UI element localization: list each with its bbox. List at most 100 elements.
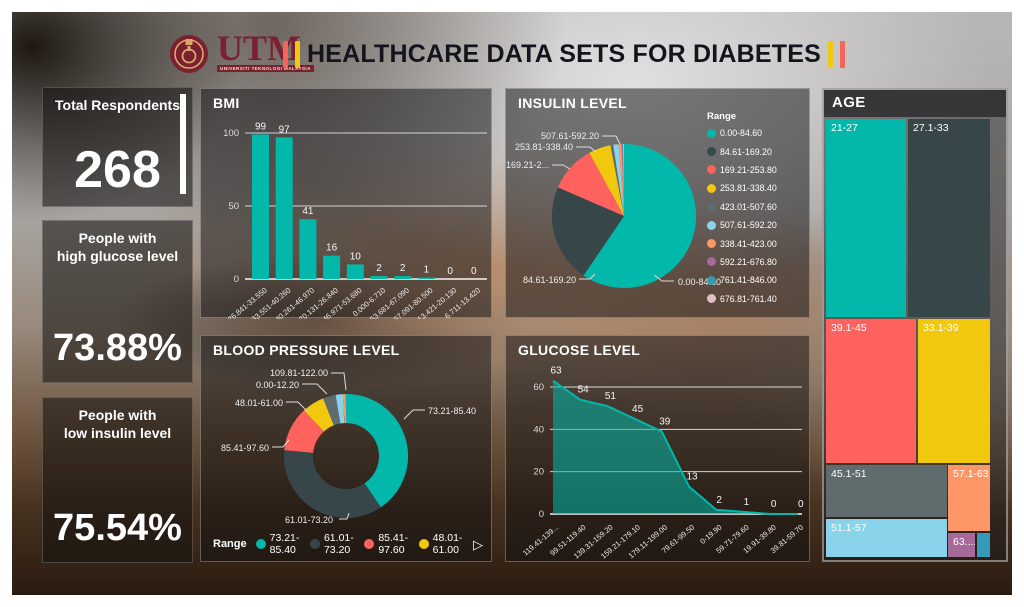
- insulin-legend-item[interactable]: 592.21-676.80: [707, 253, 803, 271]
- bmi-bar[interactable]: [323, 255, 341, 279]
- age-treemap-tile[interactable]: 57.1-63: [948, 465, 990, 531]
- age-treemap-tile[interactable]: [977, 533, 990, 557]
- legend-dot-icon: [707, 294, 716, 304]
- age-treemap-panel[interactable]: AGE 21-27 27.1-33 39.1-45 33.1-39 45.1-51 57.…: [822, 88, 1008, 562]
- legend-dot-icon: [364, 539, 375, 549]
- age-treemap-tile[interactable]: 51.1-57: [826, 519, 947, 557]
- bmi-chart-panel[interactable]: BMI 0 50 100 99 26.841-33.550 97 33.551-40.260…: [200, 88, 493, 319]
- insulin-legend-item[interactable]: 676.81-761.40: [707, 290, 803, 308]
- age-treemap-tile[interactable]: 45.1-51: [826, 465, 947, 517]
- insulin-legend-item[interactable]: 507.61-592.20: [707, 216, 803, 234]
- glucose-line[interactable]: [552, 379, 798, 515]
- bp-donut-slice[interactable]: [345, 394, 408, 508]
- insulin-legend-item[interactable]: 253.81-338.40: [707, 179, 803, 197]
- bp-donut-slice[interactable]: [323, 394, 341, 426]
- legend-label: 169.21-253.80: [720, 164, 777, 175]
- blood-pressure-legend: Range 73.21-85.40 61.01-73.20 85.41-97.60 4…: [213, 532, 483, 556]
- kpi-label: People with high glucose level: [56, 230, 179, 265]
- logo-subtext: UNIVERSITI TEKNOLOGI MALAYSIA: [217, 64, 314, 72]
- accent-bar-yellow: [295, 40, 300, 68]
- insulin-pie-slice[interactable]: [551, 187, 624, 276]
- insulin-legend-item[interactable]: 169.21-253.80: [707, 161, 803, 179]
- age-treemap-tile[interactable]: 63....: [948, 533, 975, 557]
- legend-label: 73.21-85.40: [269, 532, 300, 556]
- bmi-bar-chart[interactable]: 0501009926.841-33.5509733.551-40.2604140…: [201, 89, 493, 319]
- glucose-area-chart[interactable]: 020406063119.41-139...5499.51-119.405113…: [506, 336, 811, 563]
- bmi-bar-value: 99: [255, 121, 267, 132]
- insulin-pie-slice[interactable]: [618, 144, 624, 216]
- insulin-chart-panel[interactable]: INSULIN LEVEL 507.61-592.20 253.81-338.40…: [505, 88, 810, 318]
- glucose-chart-panel[interactable]: GLUCOSE LEVEL 0 20 40 60 63 119.41-139... 54 99…: [505, 335, 810, 562]
- insulin-legend-item[interactable]: 84.61-169.20: [707, 142, 803, 160]
- kpi-low-insulin[interactable]: People with low insulin level 75.54%: [42, 397, 193, 563]
- callout-line: [403, 409, 425, 420]
- insulin-legend-title: Range: [707, 111, 737, 122]
- legend-scroll-arrow[interactable]: ▷: [473, 536, 483, 552]
- bp-callout-label: 48.01-61.00: [235, 398, 283, 408]
- kpi-label: People with low insulin level: [63, 407, 172, 442]
- bp-legend-item[interactable]: 48.01-61.00: [418, 532, 464, 556]
- insulin-pie-chart[interactable]: 507.61-592.20253.81-338.40169.21-2...84.…: [506, 89, 811, 319]
- kpi-scrollbar[interactable]: [180, 94, 186, 194]
- utm-emblem-icon: [170, 35, 208, 73]
- insulin-pie-slice[interactable]: [623, 143, 624, 216]
- bmi-bar[interactable]: [417, 277, 435, 279]
- insulin-legend-item[interactable]: 423.01-507.60: [707, 198, 803, 216]
- bmi-bar[interactable]: [252, 134, 269, 279]
- insulin-pie-slice[interactable]: [583, 143, 697, 288]
- glucose-point-value: 54: [578, 385, 590, 396]
- bp-donut-slice[interactable]: [284, 450, 381, 519]
- bp-legend-item[interactable]: 73.21-85.40: [255, 532, 301, 556]
- insulin-pie-slice[interactable]: [557, 152, 624, 216]
- glucose-point-value: 63: [550, 366, 562, 377]
- callout-line: [272, 439, 290, 448]
- insulin-pie-slice[interactable]: [589, 145, 624, 216]
- x-axis-label: 0-19.90: [698, 523, 723, 546]
- blood-pressure-chart-panel[interactable]: BLOOD PRESSURE LEVEL 109.81-122.00 0.00-1…: [200, 335, 492, 562]
- bp-donut-slice[interactable]: [335, 394, 345, 424]
- insulin-legend-item[interactable]: 338.41-423.00: [707, 234, 803, 252]
- accent-bar-red: [283, 40, 288, 68]
- bp-donut-slice[interactable]: [304, 398, 335, 433]
- age-treemap[interactable]: 21-27 27.1-33 39.1-45 33.1-39 45.1-51 57.1-63…: [826, 119, 990, 560]
- kpi-high-glucose[interactable]: People with high glucose level 73.88%: [42, 220, 193, 383]
- legend-dot-icon: [707, 183, 716, 193]
- bmi-bar[interactable]: [275, 137, 293, 279]
- blood-pressure-donut-chart[interactable]: 109.81-122.00 0.00-12.20 48.01-61.00 85.41-…: [201, 336, 493, 563]
- legend-label: 338.41-423.00: [720, 238, 777, 249]
- age-treemap-tile[interactable]: 27.1-33: [908, 119, 990, 317]
- glucose-area-fill[interactable]: [553, 380, 798, 514]
- insulin-legend-item[interactable]: 761.41-846.00: [707, 271, 803, 289]
- bmi-bar-value: 1: [424, 265, 430, 276]
- bmi-bar-value: 97: [279, 124, 291, 135]
- kpi-total-respondents[interactable]: Total Respondents 268: [42, 87, 193, 207]
- bp-legend-item[interactable]: 85.41-97.60: [364, 532, 409, 556]
- bp-callout-label: 85.41-97.60: [221, 443, 269, 453]
- age-treemap-title: AGE: [824, 90, 1006, 117]
- age-treemap-tile[interactable]: 33.1-39: [918, 319, 990, 463]
- age-treemap-tile[interactable]: 21-27: [826, 119, 906, 317]
- legend-dot-icon: [707, 275, 716, 285]
- bmi-bar[interactable]: [370, 276, 388, 279]
- insulin-legend: Range 0.00-84.60 84.61-169.20 169.21-253.8…: [707, 111, 803, 308]
- callout-line: [339, 512, 350, 520]
- glucose-point-value: 45: [632, 404, 644, 415]
- insulin-chart-title: INSULIN LEVEL: [518, 95, 627, 111]
- legend-label: 423.01-507.60: [720, 201, 777, 212]
- bp-legend-item[interactable]: 61.01-73.20: [309, 532, 355, 556]
- glucose-chart-title: GLUCOSE LEVEL: [518, 342, 641, 358]
- bmi-bar-value: 0: [447, 266, 453, 277]
- y-axis-label: 0: [539, 509, 544, 520]
- insulin-callout-label: 253.81-338.40: [515, 142, 573, 152]
- bmi-bar[interactable]: [394, 276, 412, 279]
- y-axis-label: 40: [533, 424, 544, 435]
- bmi-bar[interactable]: [299, 219, 317, 279]
- insulin-pie-slice[interactable]: [613, 144, 624, 216]
- insulin-legend-item[interactable]: 0.00-84.60: [707, 124, 803, 142]
- age-treemap-tile[interactable]: 39.1-45: [826, 319, 916, 463]
- bmi-bar[interactable]: [346, 264, 364, 279]
- insulin-pie-slice[interactable]: [610, 144, 625, 216]
- bp-donut-slice[interactable]: [284, 410, 325, 454]
- legend-label: 61.01-73.20: [323, 532, 354, 556]
